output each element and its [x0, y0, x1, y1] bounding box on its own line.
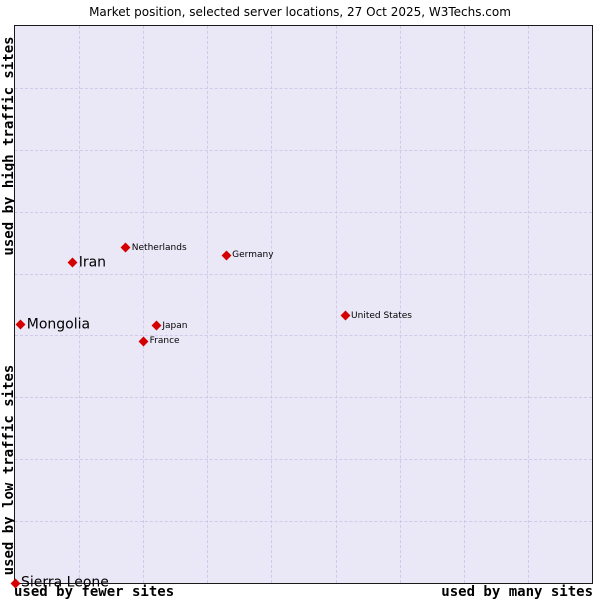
grid-line-vertical [527, 26, 529, 583]
grid-line-horizontal [15, 459, 592, 461]
data-point-label: United States [351, 310, 412, 321]
x-axis-label-fewer-sites: used by fewer sites [14, 584, 175, 600]
data-point-label: Iran [78, 254, 107, 271]
data-point-label: Germany [232, 250, 274, 261]
grid-line-vertical [79, 26, 81, 583]
diamond-marker-icon [138, 336, 149, 347]
diamond-marker-icon [67, 257, 78, 268]
grid-line-horizontal [15, 335, 592, 337]
plot-area: Iran Netherlands Germany Mongolia Japan Franc… [10, 25, 593, 591]
grid-line-vertical [207, 26, 209, 583]
diamond-marker-icon [221, 250, 232, 261]
diamond-marker-icon [120, 242, 131, 253]
data-point-label: Netherlands [131, 242, 187, 253]
data-point-label: France [149, 336, 180, 347]
x-axis-label-many-sites: used by many sites [441, 584, 593, 600]
grid-line-vertical [463, 26, 465, 583]
grid-line-horizontal [15, 273, 592, 275]
diamond-marker-icon [151, 320, 162, 331]
chart-title: Market position, selected server locatio… [89, 5, 511, 19]
grid-line-horizontal [15, 521, 592, 523]
diamond-marker-icon [340, 310, 350, 321]
grid-line-vertical [335, 26, 337, 583]
grid-line-horizontal [15, 397, 592, 399]
grid-line-horizontal [15, 149, 592, 151]
grid-line-horizontal [15, 87, 592, 89]
diamond-marker-icon [15, 319, 26, 330]
data-point-label: Mongolia [26, 316, 91, 333]
grid-line-vertical [271, 26, 273, 583]
data-point-label: Japan [162, 320, 188, 331]
grid-line-horizontal [15, 211, 592, 213]
data-point-label: Sierra Leone [21, 574, 109, 591]
grid-line-vertical [399, 26, 401, 583]
grid-line-vertical [143, 26, 145, 583]
